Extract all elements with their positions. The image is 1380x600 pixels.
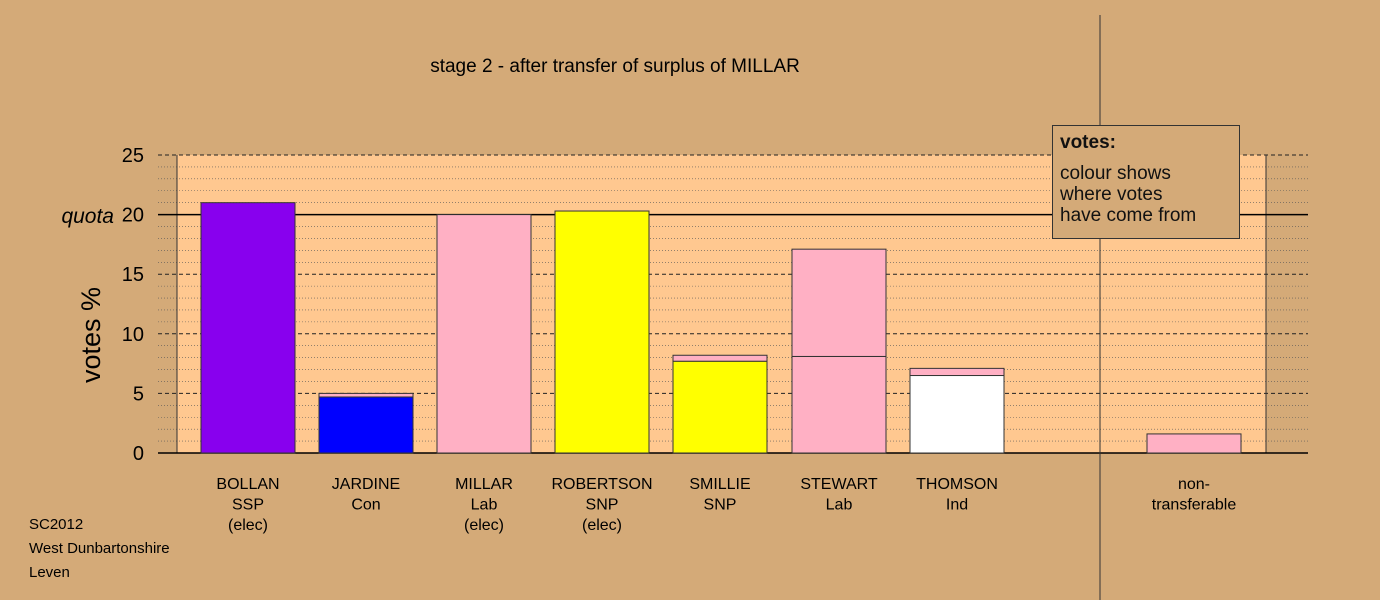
bar-segment [1146, 433, 1242, 454]
labels: 0 5 10 15 20 25 BOLLAN SSP (elec) JARDINE Con MILLA… [122, 145, 1237, 534]
legend-line: where votes [1060, 184, 1163, 205]
bar-segment [200, 202, 296, 454]
footer-ward: Leven [29, 564, 70, 581]
bar-segment [791, 355, 887, 454]
bar-segment [318, 392, 414, 398]
x-category-label: Lab [471, 497, 498, 514]
x-category-label: SSP [232, 497, 264, 514]
y-tick-label: 10 [122, 324, 144, 346]
y-tick-label: 20 [122, 205, 144, 227]
bar-segment [554, 210, 650, 454]
x-category-label: (elec) [582, 517, 622, 534]
bar-segment [791, 248, 887, 357]
x-category-label: (elec) [464, 517, 504, 534]
legend-line: have come from [1060, 205, 1197, 226]
footer-council: West Dunbartonshire [29, 540, 170, 557]
chart-title: stage 2 - after transfer of surplus of M… [430, 56, 800, 77]
x-category-label: JARDINE [332, 476, 400, 493]
y-axis-label: votes % [76, 287, 106, 383]
y-tick-label: 5 [133, 383, 144, 405]
x-category-label: THOMSON [916, 476, 998, 493]
y-tick-label: 0 [133, 443, 144, 465]
x-category-label: Lab [826, 497, 853, 514]
footer-code: SC2012 [29, 516, 84, 533]
bars [200, 202, 1242, 454]
x-category-label: Con [351, 497, 380, 514]
x-category-label: SNP [704, 497, 737, 514]
x-category-label: BOLLAN [216, 476, 279, 493]
legend: votes: colour shows where votes have com… [1052, 125, 1240, 239]
x-category-label: MILLAR [455, 476, 513, 493]
bar-segment [909, 375, 1005, 454]
bar-segment [436, 214, 532, 454]
x-category-label: STEWART [800, 476, 878, 493]
x-category-label: Ind [946, 497, 968, 514]
x-category-label: (elec) [228, 517, 268, 534]
x-category-label: non- [1178, 476, 1210, 493]
x-category-label: SMILLIE [689, 476, 750, 493]
quota-label: quota [61, 205, 114, 228]
x-category-label: transferable [1152, 497, 1237, 514]
bar-segment [672, 354, 768, 362]
x-category-label: SNP [586, 497, 619, 514]
bar-segment [318, 396, 414, 454]
bar-segment [909, 367, 1005, 377]
legend-line: colour shows [1060, 163, 1171, 184]
bar-segment [672, 360, 768, 454]
y-tick-label: 25 [122, 145, 144, 167]
y-tick-label: 15 [122, 264, 144, 286]
legend-title: votes: [1060, 132, 1116, 153]
x-category-label: ROBERTSON [551, 476, 652, 493]
